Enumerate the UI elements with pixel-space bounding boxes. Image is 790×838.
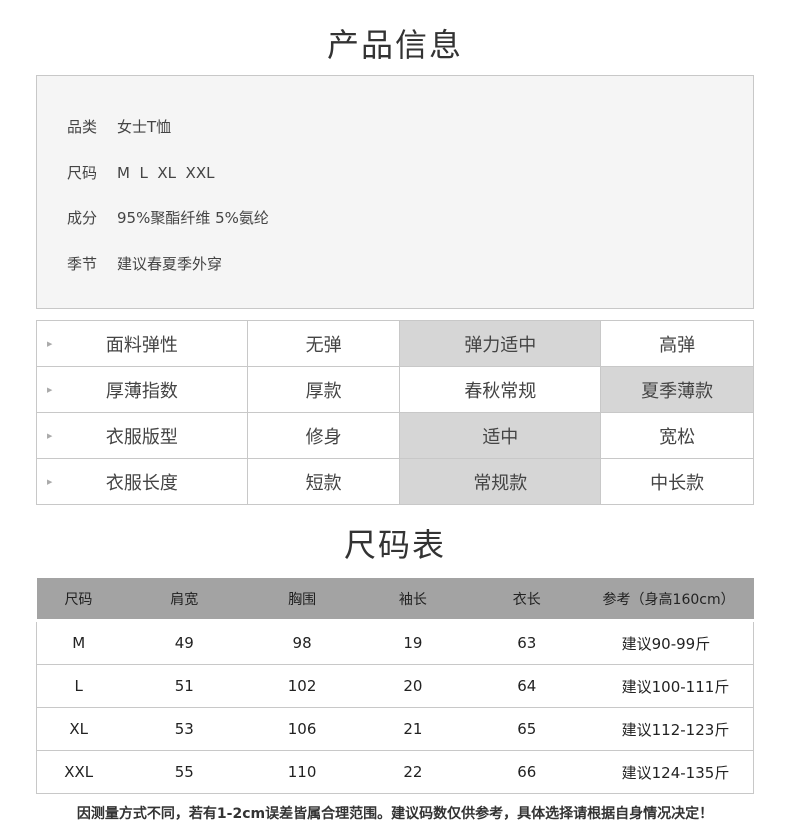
- attribute-label: ▶ 衣服版型: [36, 412, 248, 459]
- triangle-right-icon: ▶: [47, 477, 53, 486]
- attribute-row: ▶ 厚薄指数 厚款 春秋常规 夏季薄款: [36, 366, 754, 413]
- info-key: 季节: [67, 255, 98, 273]
- table-cell: 建议124-135斤: [583, 750, 754, 794]
- info-row-material: 成分 95%聚酯纤维 5%氨纶: [67, 207, 269, 228]
- table-cell: 建议100-111斤: [583, 664, 754, 708]
- info-value: 95%聚酯纤维 5%氨纶: [117, 209, 269, 227]
- table-cell: 66: [469, 750, 584, 794]
- table-cell: 20: [356, 664, 470, 708]
- info-row-category: 品类 女士T恤: [67, 116, 171, 137]
- column-header: 参考（身高160cm）: [583, 578, 754, 622]
- triangle-right-icon: ▶: [47, 431, 53, 440]
- attribute-label-text: 面料弹性: [105, 334, 178, 356]
- attribute-option-selected: 夏季薄款: [600, 366, 754, 413]
- attribute-option: 中长款: [600, 458, 754, 505]
- attribute-option: 短款: [246, 458, 401, 505]
- table-row: XL 53 106 21 65 建议112-123斤: [36, 707, 754, 751]
- size-table: 尺码 肩宽 胸围 袖长 衣长 参考（身高160cm） M 49 98 19 63 建议90-99斤 L…: [36, 578, 754, 794]
- table-cell: 51: [120, 664, 249, 708]
- attribute-table: ▶ 面料弹性 无弹 弹力适中 高弹 ▶ 厚薄指数 厚款 春秋常规 夏季薄款 ▶ 衣服版型 修身 适中 宽松 ▶…: [36, 320, 754, 505]
- table-cell: 102: [248, 664, 357, 708]
- info-key: 尺码: [67, 164, 98, 182]
- attribute-option: 无弹: [246, 320, 401, 367]
- attribute-row: ▶ 面料弹性 无弹 弹力适中 高弹: [36, 320, 754, 367]
- product-info-title: 产品信息: [326, 26, 463, 64]
- attribute-label-text: 衣服长度: [105, 472, 178, 494]
- attribute-option-selected: 常规款: [399, 458, 602, 505]
- attribute-row: ▶ 衣服长度 短款 常规款 中长款: [36, 458, 754, 505]
- triangle-right-icon: ▶: [47, 339, 53, 348]
- attribute-option: 修身: [246, 412, 401, 459]
- table-cell: 55: [120, 750, 249, 794]
- table-row: M 49 98 19 63 建议90-99斤: [36, 620, 754, 665]
- info-key: 成分: [67, 209, 98, 227]
- table-cell: XL: [36, 707, 121, 751]
- info-row-season: 季节 建议春夏季外穿: [67, 253, 222, 274]
- attribute-option: 厚款: [246, 366, 401, 413]
- size-chart-title: 尺码表: [343, 526, 446, 564]
- attribute-label-text: 衣服版型: [105, 426, 178, 448]
- table-cell: M: [36, 620, 121, 665]
- info-value: M L XL XXL: [117, 164, 215, 182]
- table-cell: L: [36, 664, 121, 708]
- attribute-row: ▶ 衣服版型 修身 适中 宽松: [36, 412, 754, 459]
- table-cell: 106: [248, 707, 357, 751]
- attribute-label-text: 厚薄指数: [105, 380, 178, 402]
- attribute-option-selected: 弹力适中: [399, 320, 602, 367]
- table-row: L 51 102 20 64 建议100-111斤: [36, 664, 754, 708]
- attribute-option-selected: 适中: [399, 412, 602, 459]
- info-row-size: 尺码 M L XL XXL: [67, 162, 214, 183]
- info-value: 女士T恤: [117, 118, 172, 136]
- attribute-option: 高弹: [600, 320, 754, 367]
- table-cell: 110: [248, 750, 357, 794]
- table-cell: 98: [248, 620, 357, 665]
- table-cell: 19: [356, 620, 470, 665]
- table-cell: XXL: [36, 750, 121, 794]
- attribute-label: ▶ 厚薄指数: [36, 366, 248, 413]
- table-cell: 63: [469, 620, 584, 665]
- column-header: 袖长: [356, 578, 470, 622]
- info-value: 建议春夏季外穿: [117, 255, 223, 273]
- triangle-right-icon: ▶: [47, 385, 53, 394]
- info-key: 品类: [67, 118, 98, 136]
- measurement-note: 因测量方式不同，若有1-2cm误差皆属合理范围。建议码数仅供参考，具体选择请根据…: [76, 806, 714, 822]
- table-cell: 65: [469, 707, 584, 751]
- table-cell: 建议112-123斤: [583, 707, 754, 751]
- column-header: 胸围: [248, 578, 357, 622]
- table-cell: 22: [356, 750, 470, 794]
- attribute-label: ▶ 面料弹性: [36, 320, 248, 367]
- table-cell: 21: [356, 707, 470, 751]
- column-header: 衣长: [469, 578, 584, 622]
- table-cell: 53: [120, 707, 249, 751]
- product-info-box: 品类 女士T恤 尺码 M L XL XXL 成分 95%聚酯纤维 5%氨纶 季节 建议春…: [36, 75, 754, 309]
- table-cell: 64: [469, 664, 584, 708]
- column-header: 尺码: [36, 578, 121, 622]
- table-row: XXL 55 110 22 66 建议124-135斤: [36, 750, 754, 794]
- attribute-label: ▶ 衣服长度: [36, 458, 248, 505]
- attribute-option: 宽松: [600, 412, 754, 459]
- table-cell: 49: [120, 620, 249, 665]
- column-header: 肩宽: [120, 578, 249, 622]
- table-cell: 建议90-99斤: [583, 620, 754, 665]
- attribute-option: 春秋常规: [399, 366, 602, 413]
